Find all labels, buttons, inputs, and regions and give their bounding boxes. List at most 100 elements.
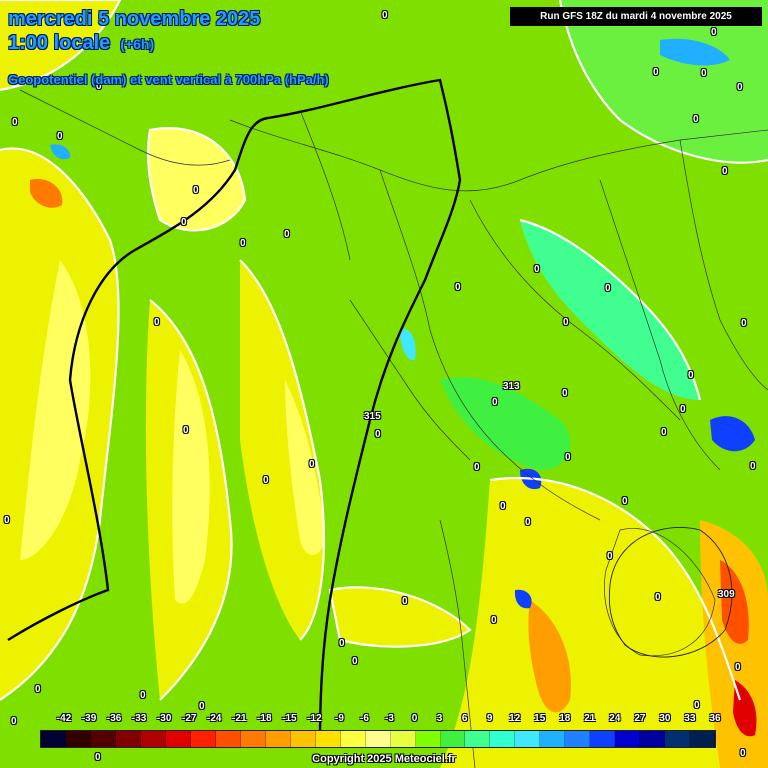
legend-swatch (390, 731, 416, 747)
legend-swatch (565, 731, 591, 747)
legend-value-label: 33 (684, 713, 696, 724)
zero-label: 0 (491, 615, 497, 626)
legend-value-label: 6 (461, 713, 468, 724)
zero-label: 0 (309, 459, 315, 470)
legend-value-label: 24 (609, 713, 621, 724)
legend-swatch (290, 731, 316, 747)
legend-value-label: -12 (307, 713, 322, 724)
legend-swatch (640, 731, 666, 747)
zero-label: 0 (562, 388, 568, 399)
zero-label: 0 (455, 282, 461, 293)
legend-value-label: 30 (659, 713, 671, 724)
local-time: 1:00 locale (8, 32, 111, 54)
legend-swatch (465, 731, 491, 747)
zero-label: 0 (339, 638, 345, 649)
legend-swatch (165, 731, 191, 747)
zero-label: 0 (154, 317, 160, 328)
legend-value-label: 18 (559, 713, 571, 724)
legend-swatch (215, 731, 241, 747)
zero-label: 0 (95, 752, 101, 763)
legend-swatch (590, 731, 616, 747)
zero-label: 0 (653, 67, 659, 78)
zero-label: 0 (193, 185, 199, 196)
zero-label: 0 (263, 475, 269, 486)
legend-swatch (140, 731, 166, 747)
legend-swatch (265, 731, 291, 747)
legend-value-label: 21 (584, 713, 596, 724)
legend-value-label: -9 (334, 713, 344, 724)
legend-swatch (115, 731, 141, 747)
zero-label: 0 (655, 592, 661, 603)
legend-scale-labels: -42 -39 -36 -33 -30 -27 -24 -21 -18 -15 -12 -9 -6 -3 0… (40, 713, 721, 727)
legend-value-label: -27 (181, 713, 197, 724)
legend-value-label: 27 (634, 713, 646, 724)
legend-swatch (190, 731, 216, 747)
legend-value-label: -3 (385, 713, 394, 724)
legend-swatch (490, 731, 516, 747)
legend-swatch (365, 731, 391, 747)
forecast-offset: (+6h) (120, 36, 155, 52)
legend-value-label: 9 (486, 713, 493, 724)
zero-label: 0 (701, 68, 707, 79)
zero-label: 0 (735, 662, 741, 673)
zero-label: 0 (12, 117, 18, 128)
legend-value-label: -18 (257, 713, 272, 724)
legend-swatch (440, 731, 466, 747)
legend-swatch (540, 731, 566, 747)
zero-label: 0 (474, 462, 480, 473)
zero-label: 0 (722, 166, 728, 177)
legend-value-label: -33 (131, 713, 147, 724)
zero-label: 0 (11, 716, 17, 727)
geopotential-label-309: 309 (718, 589, 735, 600)
zero-label: 0 (181, 217, 187, 228)
forecast-date-title: mercredi 5 novembre 2025 (8, 8, 261, 30)
zero-label: 0 (183, 425, 189, 436)
zero-label: 0 (694, 700, 700, 711)
zero-label: 0 (622, 496, 628, 507)
color-scale-legend (40, 730, 716, 748)
zero-label: 0 (500, 501, 506, 512)
legend-swatch (41, 731, 66, 747)
zero-label: 0 (750, 461, 756, 472)
legend-value-label: -15 (282, 713, 297, 724)
legend-swatch (340, 731, 366, 747)
zero-label: 0 (688, 370, 694, 381)
zero-label: 0 (57, 131, 63, 142)
legend-value-label: -6 (360, 713, 369, 724)
legend-swatch (415, 731, 441, 747)
zero-label: 0 (741, 318, 747, 329)
zero-label: 0 (375, 429, 381, 440)
zero-label: 0 (607, 551, 613, 562)
zero-label: 0 (492, 397, 498, 408)
legend-value-label: -30 (156, 713, 172, 724)
zero-label: 0 (740, 748, 746, 759)
parameter-title: Geopotentiel (dam) et vent vertical à 70… (8, 72, 329, 87)
copyright-notice: Copyright 2025 Meteociel.fr (312, 753, 456, 765)
zero-label: 0 (382, 10, 388, 21)
legend-swatch (90, 731, 116, 747)
zero-label: 0 (402, 596, 408, 607)
zero-label: 0 (693, 114, 699, 125)
zero-label: 0 (563, 317, 569, 328)
zero-label: 0 (240, 238, 246, 249)
zero-label: 0 (661, 427, 667, 438)
zero-label: 0 (737, 82, 743, 93)
zero-label: 0 (284, 229, 290, 240)
legend-swatch (615, 731, 641, 747)
zero-label: 0 (35, 684, 41, 695)
zero-label: 0 (605, 283, 611, 294)
legend-value-label: -24 (207, 713, 222, 724)
legend-value-label: 12 (509, 713, 521, 724)
zero-label: 0 (711, 27, 717, 38)
zero-label: 0 (140, 690, 146, 701)
zero-label: 0 (352, 656, 358, 667)
legend-swatch (690, 731, 716, 747)
zero-label: 0 (565, 452, 571, 463)
zero-label: 0 (4, 515, 10, 526)
forecast-time-title: 1:00 locale (+6h) (8, 32, 154, 55)
zero-label: 0 (96, 81, 102, 92)
legend-swatch (240, 731, 266, 747)
legend-swatch (65, 731, 91, 747)
zero-label: 0 (525, 517, 531, 528)
